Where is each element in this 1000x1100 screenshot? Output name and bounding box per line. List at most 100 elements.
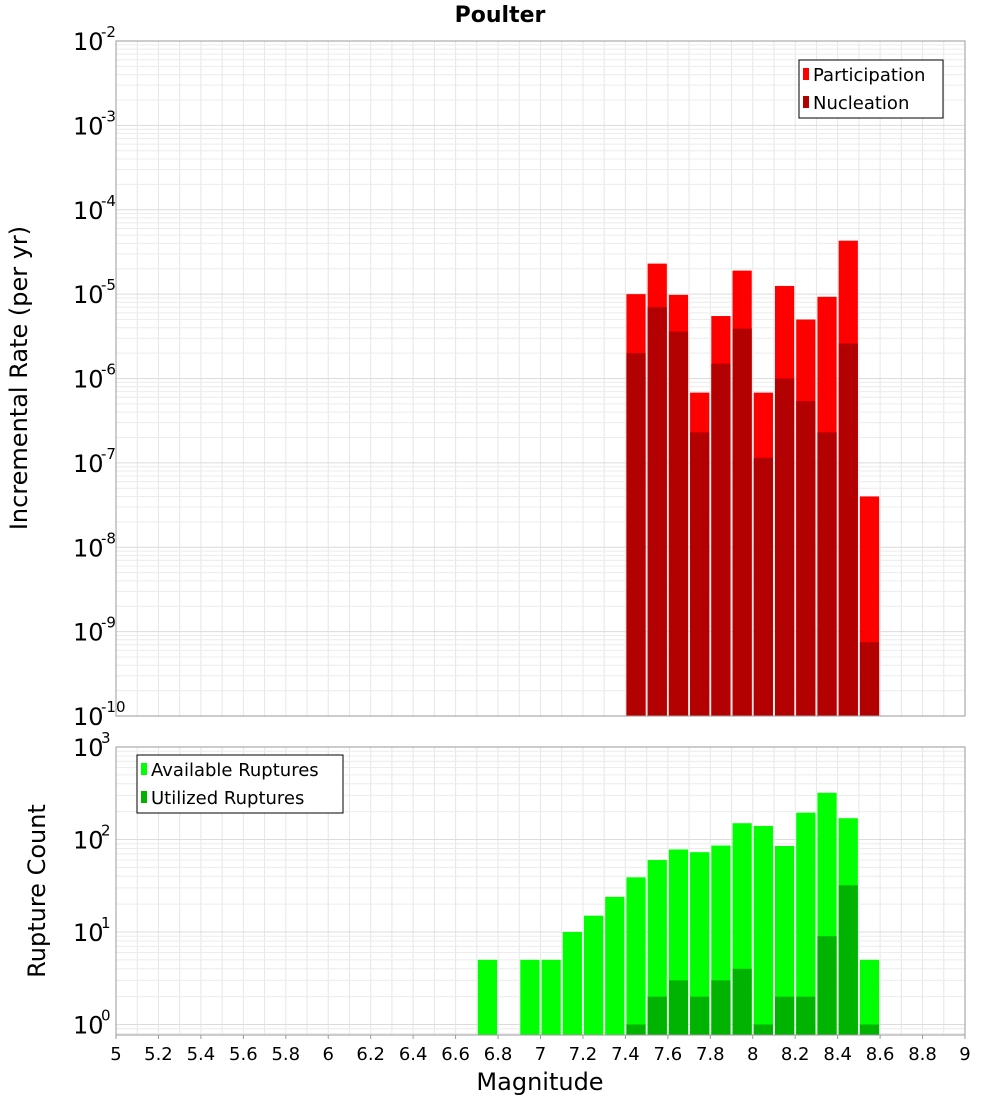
count-bar [732, 968, 752, 1035]
count-y-tick-exponent: 0 [101, 1007, 111, 1025]
rate-y-tick-label: 10 [73, 534, 104, 562]
x-tick-label: 7.8 [696, 1044, 725, 1065]
count-bar [753, 1024, 773, 1035]
count-legend-label: Available Ruptures [151, 760, 319, 781]
count-bar [690, 996, 710, 1035]
count-bar [668, 980, 689, 1035]
rate-y-axis-label: Incremental Rate (per yr) [5, 226, 33, 530]
x-tick-label: 8.4 [823, 1044, 852, 1065]
count-y-tick-label: 10 [73, 1012, 104, 1040]
rate-panel: 10-1010-910-810-710-610-510-410-310-2Par… [73, 23, 966, 731]
rate-y-tick-exponent: -9 [101, 614, 116, 632]
rate-y-tick-label: 10 [73, 619, 104, 647]
count-bar [774, 996, 795, 1035]
count-bar [796, 996, 816, 1035]
count-bar [626, 877, 646, 1035]
rate-y-tick-label: 10 [73, 450, 104, 478]
x-tick-label: 7.4 [611, 1044, 640, 1065]
rate-y-tick-label: 10 [73, 197, 104, 225]
rate-y-tick-exponent: -4 [101, 192, 116, 210]
x-tick-label: 5.4 [187, 1044, 216, 1065]
count-y-axis-label: Rupture Count [23, 804, 51, 978]
rate-legend-swatch [803, 96, 809, 108]
rate-y-tick-exponent: -6 [101, 361, 116, 379]
rate-y-tick-exponent: -7 [101, 445, 116, 463]
rate-bar [690, 432, 710, 716]
rate-y-tick-label: 10 [73, 281, 104, 309]
count-bar [541, 959, 561, 1035]
count-bar [838, 885, 858, 1035]
count-y-tick-label: 10 [73, 827, 104, 855]
rate-bar [626, 353, 646, 716]
rate-grid [115, 40, 966, 717]
x-tick-label: 7.2 [569, 1044, 598, 1065]
count-bar [711, 980, 731, 1035]
rate-bar [711, 363, 731, 716]
rate-y-tick-label: 10 [73, 112, 104, 140]
x-axis-label: Magnitude [476, 1068, 603, 1096]
count-y-tick-label: 10 [73, 734, 104, 762]
x-tick-label: 6.6 [441, 1044, 470, 1065]
count-bar [520, 959, 540, 1035]
rate-legend-label: Participation [813, 65, 925, 86]
count-bar [583, 915, 604, 1035]
rate-bar [774, 378, 795, 716]
rate-bar [796, 401, 816, 716]
rate-bar [753, 457, 773, 716]
rate-legend-box [798, 59, 944, 119]
x-tick-label: 5.6 [229, 1044, 258, 1065]
x-tick-label: 6.8 [484, 1044, 513, 1065]
count-series-1 [626, 885, 880, 1035]
rate-frame [115, 40, 966, 717]
rate-y-tick-exponent: -3 [101, 107, 116, 125]
rate-y-tick-label: 10 [73, 703, 104, 731]
count-bar [562, 932, 582, 1035]
count-legend-label: Utilized Ruptures [151, 788, 304, 809]
rate-legend: Participation Nucleation [798, 59, 944, 119]
rate-bar [838, 343, 858, 716]
x-tick-label: 7.6 [654, 1044, 683, 1065]
x-tick-label: 8.6 [866, 1044, 895, 1065]
rate-bar [732, 328, 752, 716]
rate-bar [859, 642, 880, 716]
chart-title: Poulter [455, 3, 546, 28]
rate-y-tick-exponent: -10 [101, 698, 126, 716]
x-tick-label: 8.2 [781, 1044, 810, 1065]
count-legend-box [136, 754, 344, 814]
count-bar [796, 812, 816, 1035]
rate-y-tick-exponent: -8 [101, 529, 116, 547]
rate-series-1 [626, 307, 880, 716]
x-tick-label: 5.2 [144, 1044, 173, 1065]
x-tick-label: 8 [747, 1044, 758, 1065]
rate-bar [668, 331, 689, 716]
rate-legend-swatch [803, 68, 809, 80]
count-y-tick-exponent: 2 [101, 822, 111, 840]
rate-y-tick-label: 10 [73, 366, 104, 394]
count-y-tick-label: 10 [73, 919, 104, 947]
rate-legend-label: Nucleation [813, 93, 909, 114]
x-tick-label: 9 [959, 1044, 970, 1065]
count-bar [647, 860, 667, 1035]
rate-bar [817, 432, 837, 716]
count-bar [690, 852, 710, 1035]
count-bar [859, 959, 880, 1035]
x-tick-label: 8.8 [908, 1044, 937, 1065]
count-bar [859, 1024, 880, 1035]
count-bar [477, 959, 498, 1035]
count-bar [626, 1024, 646, 1035]
count-bar [753, 825, 773, 1035]
x-tick-label: 7 [535, 1044, 546, 1065]
x-tick-label: 6 [323, 1044, 334, 1065]
x-tick-label: 5.8 [271, 1044, 300, 1065]
count-legend: Available Ruptures Utilized Ruptures [136, 754, 344, 814]
count-bar [774, 846, 795, 1035]
count-bar [817, 936, 837, 1035]
rate-y-tick-exponent: -5 [101, 276, 116, 294]
count-legend-swatch [141, 791, 147, 803]
count-legend-swatch [141, 763, 147, 775]
x-tick-label: 6.2 [356, 1044, 385, 1065]
count-y-tick-exponent: 3 [101, 729, 111, 747]
rate-y-tick-label: 10 [73, 28, 104, 56]
